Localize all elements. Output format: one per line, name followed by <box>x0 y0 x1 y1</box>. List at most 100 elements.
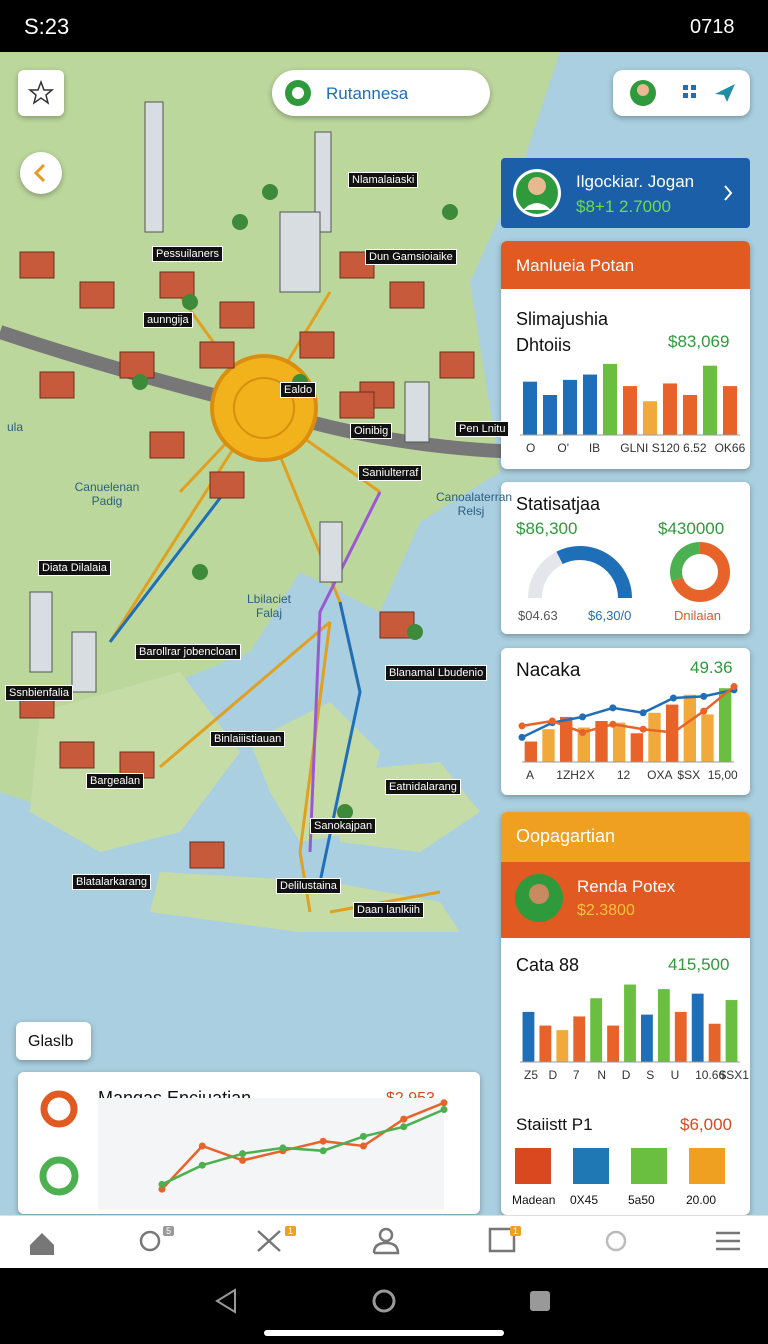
point <box>669 728 677 736</box>
building <box>39 371 75 399</box>
bar <box>612 722 626 762</box>
tree <box>407 624 423 640</box>
axis-label: D <box>621 1068 631 1082</box>
building <box>389 281 425 309</box>
tree <box>232 214 248 230</box>
point <box>279 1144 287 1152</box>
tree <box>262 184 278 200</box>
profile-amount: $2.3800 <box>577 902 635 919</box>
profile-amount: $8+1 2.7000 <box>576 197 672 216</box>
panel-header[interactable] <box>501 812 750 862</box>
tree <box>132 374 148 390</box>
building <box>219 301 255 329</box>
legend-label: 0X45 <box>570 1193 599 1207</box>
axis-label: 12 <box>616 768 631 782</box>
point <box>400 1123 408 1131</box>
panel-value: 49.36 <box>690 658 733 677</box>
bar <box>563 379 577 435</box>
point <box>700 692 708 700</box>
panel-title: Oopagartian <box>516 826 616 846</box>
building <box>149 431 185 459</box>
panel-header[interactable] <box>501 241 750 289</box>
bar <box>641 1014 653 1062</box>
line <box>161 1101 445 1191</box>
map-label: Ssnbienfalia <box>5 685 73 701</box>
panel-title: Statisatjaa <box>516 494 601 514</box>
map-label: Oinibig <box>350 423 393 439</box>
legend-swatches <box>515 1148 725 1184</box>
bar <box>701 714 714 762</box>
building <box>119 351 155 379</box>
building <box>159 271 195 299</box>
bar <box>657 989 670 1062</box>
system-buttons <box>215 1288 550 1336</box>
point <box>639 725 647 733</box>
legend-label: 20.00 <box>686 1193 717 1207</box>
gauge-value <box>556 546 632 599</box>
map-label: Dun Gamsioiaike <box>365 249 457 265</box>
sea-label: Canoalaterran Relsj <box>436 490 513 518</box>
toolbar-pill <box>613 70 750 116</box>
panel-value: $83,069 <box>668 332 730 351</box>
line-chart <box>98 1098 448 1210</box>
stat-value: $6,000 <box>680 1115 732 1134</box>
search-icon <box>605 1230 627 1252</box>
axis-label: S <box>646 1068 655 1082</box>
profile-card[interactable] <box>501 158 750 228</box>
chat-icon <box>488 1227 516 1253</box>
legend-swatch <box>573 1148 609 1184</box>
building <box>199 341 235 369</box>
axis-label: U <box>670 1068 680 1082</box>
search-bar[interactable] <box>272 70 490 116</box>
bar <box>624 984 636 1062</box>
legend-swatch <box>515 1148 551 1184</box>
bar <box>643 401 657 435</box>
line <box>161 1108 445 1186</box>
legend-swatch <box>631 1148 667 1184</box>
tree <box>337 804 353 820</box>
point <box>639 709 647 717</box>
axis-label: 7 <box>572 1068 580 1082</box>
building <box>299 331 335 359</box>
axis-label: OXA <box>647 768 673 782</box>
sea-label: Canuelenan Padig <box>74 480 140 508</box>
bar <box>524 741 538 762</box>
axis-label: S120 <box>651 441 680 455</box>
icon <box>39 1156 79 1196</box>
panel-subtitle: Slimajushia Dhtoiis <box>516 309 609 355</box>
bar <box>674 1011 687 1062</box>
map-label: Delilustaina <box>276 878 341 894</box>
bar <box>691 993 704 1062</box>
tree <box>192 564 208 580</box>
axis-label: $SX1 <box>719 1068 749 1082</box>
map-label: Diata Dilalaia <box>38 560 111 576</box>
point <box>440 1099 448 1107</box>
back-button[interactable] <box>20 152 62 194</box>
hub-ring <box>233 377 295 439</box>
map-label: Binlaiiistiauan <box>210 731 286 747</box>
bar <box>542 729 555 762</box>
favorite-button[interactable] <box>18 70 64 116</box>
point <box>359 1132 367 1140</box>
legend-swatch <box>689 1148 725 1184</box>
point <box>518 722 526 730</box>
point <box>400 1115 408 1123</box>
bar <box>590 998 603 1062</box>
panel <box>501 482 750 634</box>
layer-button[interactable] <box>16 1022 91 1060</box>
building <box>59 741 95 769</box>
bar <box>663 383 677 435</box>
land <box>330 762 480 852</box>
stat-title: Staiistt P1 <box>516 1115 593 1134</box>
line <box>521 685 735 734</box>
toolbar-icons <box>617 74 735 112</box>
tools-icon <box>257 1230 281 1252</box>
layer-label: Glaslb <box>28 1033 74 1050</box>
profile-name: Ilgockiar. Jogan <box>576 172 695 191</box>
axis-label: 6.52 <box>683 441 707 455</box>
building <box>439 351 475 379</box>
logo <box>285 80 311 106</box>
map-label: Blanamal Lbudenio <box>385 665 488 681</box>
donut-segment <box>671 542 730 602</box>
